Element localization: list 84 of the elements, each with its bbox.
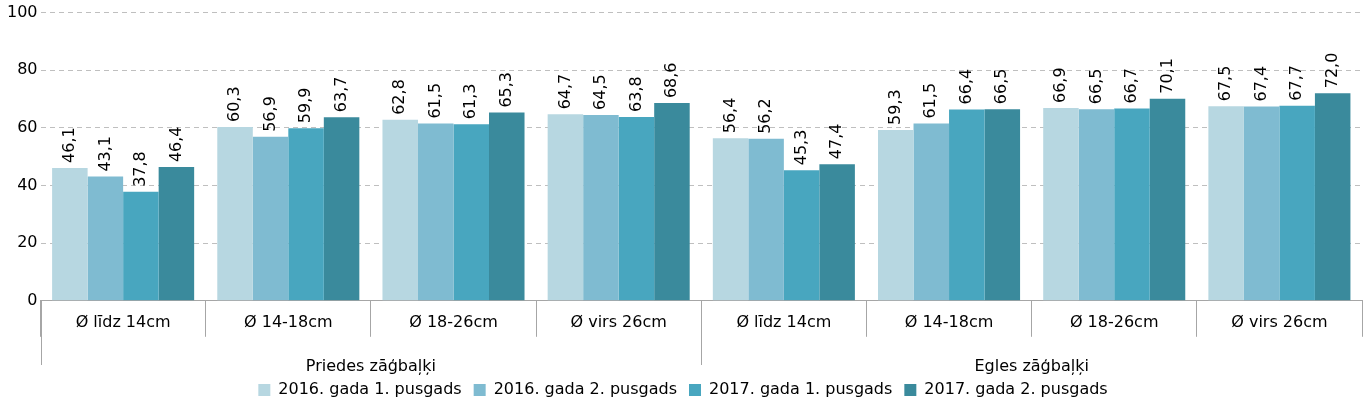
- y-tick-label: 80: [17, 59, 38, 79]
- bar: [712, 138, 749, 301]
- x-tick-label: Ø virs 26cm: [570, 311, 667, 331]
- data-label: 66,5: [1085, 68, 1105, 105]
- bar: [819, 164, 855, 301]
- y-tick-label: 0: [27, 289, 38, 309]
- data-label: 64,7: [554, 73, 574, 110]
- data-label: 46,4: [165, 126, 185, 163]
- bar: [1208, 106, 1244, 301]
- data-label: 68,6: [661, 62, 681, 99]
- data-label: 63,8: [625, 76, 645, 112]
- data-label: 61,5: [920, 82, 940, 119]
- x-tick-label: Ø līdz 14cm: [736, 311, 832, 331]
- bar: [323, 117, 360, 301]
- data-label: 66,7: [1121, 67, 1141, 104]
- bar: [1314, 93, 1351, 301]
- legend-label: 2017. gada 2. pusgads: [924, 379, 1108, 399]
- bar: [87, 176, 124, 301]
- bar: [1114, 108, 1150, 301]
- bar: [583, 114, 619, 301]
- bar: [1043, 107, 1079, 301]
- bar: [453, 124, 490, 301]
- legend-label: 2017. gada 1. pusgads: [709, 379, 893, 399]
- data-label: 64,5: [590, 74, 610, 110]
- bar: [288, 128, 324, 301]
- bar: [217, 127, 253, 301]
- x-tick-label: Ø 18-26cm: [1069, 311, 1159, 331]
- bar: [1279, 105, 1315, 301]
- bar: [382, 119, 418, 301]
- bar: [1078, 109, 1115, 301]
- data-label: 56,9: [259, 96, 279, 132]
- text: Egles zāģbaļķi: [974, 355, 1089, 375]
- y-tick-label: 100: [6, 1, 38, 21]
- bar: [52, 167, 88, 301]
- bar: [783, 170, 820, 301]
- bar: [984, 109, 1021, 301]
- bar: [949, 109, 985, 301]
- data-label: 56,4: [719, 97, 739, 134]
- data-label: 61,5: [424, 82, 444, 119]
- bar: [1149, 98, 1186, 301]
- data-label: 56,2: [755, 98, 775, 134]
- data-label: 43,1: [94, 135, 114, 172]
- bar: [417, 123, 454, 301]
- bar: [252, 136, 289, 301]
- bar: [1243, 106, 1280, 301]
- data-label: 70,1: [1156, 58, 1176, 94]
- legend-label: 2016. gada 2. pusgads: [493, 379, 678, 399]
- bar: [547, 114, 584, 301]
- data-label: 63,7: [330, 76, 350, 113]
- x-tick-label: Ø virs 26cm: [1231, 311, 1328, 331]
- y-tick-label: 60: [17, 117, 38, 137]
- data-label: 72,0: [1321, 52, 1341, 89]
- data-label: 46,1: [59, 127, 79, 163]
- data-label: 45,3: [790, 129, 810, 166]
- bar: [913, 123, 950, 301]
- data-label: 61,3: [460, 83, 480, 120]
- y-tick-label: 40: [17, 174, 38, 194]
- data-label: 62,8: [389, 79, 409, 115]
- y-tick-label: 20: [17, 232, 38, 252]
- data-label: 59,3: [884, 89, 904, 125]
- data-label: 47,4: [826, 123, 846, 160]
- x-tick-label: Ø 14-18cm: [244, 311, 333, 331]
- bar: [618, 116, 655, 301]
- bar: [123, 191, 159, 301]
- data-label: 60,3: [224, 86, 244, 123]
- x-tick-label: Ø līdz 14cm: [75, 311, 171, 331]
- bar: [654, 103, 690, 301]
- data-label: 59,9: [295, 87, 315, 124]
- data-label: 67,5: [1215, 65, 1235, 102]
- data-label: 66,9: [1050, 67, 1070, 103]
- x-tick-label: Ø 14-18cm: [904, 311, 994, 331]
- data-label: 66,4: [955, 68, 975, 105]
- bar: [489, 112, 525, 301]
- bar: [748, 138, 784, 301]
- data-label: 67,7: [1286, 65, 1306, 101]
- legend-label: 2016. gada 1. pusgads: [278, 379, 462, 399]
- data-label: 66,5: [991, 68, 1011, 105]
- bar: [878, 129, 914, 301]
- data-label: 67,4: [1250, 65, 1270, 102]
- bar: [158, 167, 195, 301]
- x-tick-label: Ø 18-26cm: [409, 311, 498, 331]
- data-label: 37,8: [130, 151, 150, 187]
- text: Priedes zāģbaļķi: [305, 355, 436, 375]
- data-label: 65,3: [495, 71, 515, 108]
